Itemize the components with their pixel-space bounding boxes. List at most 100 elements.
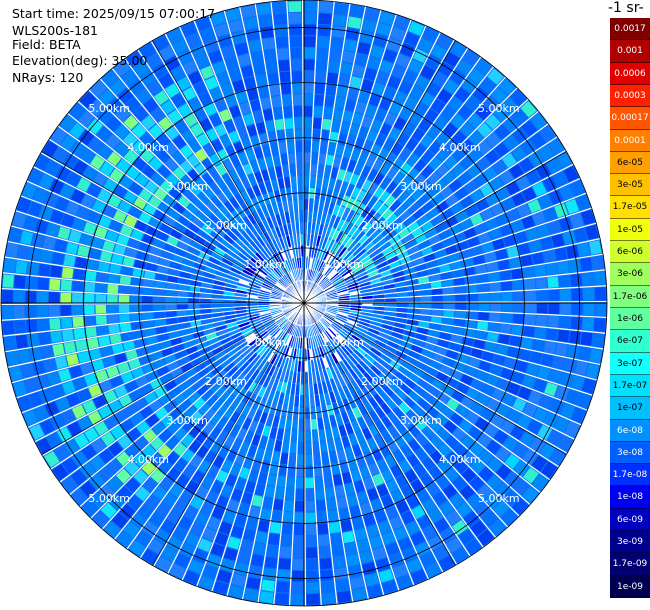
ppi-gate-cell bbox=[436, 148, 451, 162]
ppi-gate-cell bbox=[319, 141, 328, 154]
ppi-gate-cell bbox=[503, 234, 517, 247]
ppi-gate-cell bbox=[167, 536, 183, 552]
ppi-gate-cell bbox=[443, 420, 458, 434]
ppi-gate-cell bbox=[471, 402, 485, 415]
ppi-gate-cell bbox=[179, 399, 192, 412]
colorbar-tick-label: 3e-07 bbox=[617, 358, 643, 369]
ray-gap bbox=[303, 302, 531, 506]
ray-gap bbox=[303, 3, 351, 304]
ppi-gate-cell bbox=[359, 375, 370, 387]
ppi-gate-cell bbox=[180, 328, 192, 336]
ppi-gate-cell bbox=[323, 264, 331, 275]
ppi-gate-cell bbox=[114, 409, 129, 423]
ppi-gate-cell bbox=[459, 484, 475, 500]
ppi-gate-cell bbox=[380, 328, 392, 336]
ppi-gate-cell bbox=[417, 514, 432, 530]
ppi-gate-cell bbox=[225, 145, 237, 158]
ppi-gate-cell bbox=[158, 429, 173, 443]
ppi-gate-cell bbox=[560, 289, 571, 301]
ppi-gate-cell bbox=[456, 353, 470, 364]
ppi-gate-cell bbox=[394, 91, 408, 105]
ppi-gate-cell bbox=[532, 211, 546, 226]
ppi-gate-cell bbox=[546, 157, 562, 174]
ppi-gate-cell bbox=[213, 580, 229, 595]
ppi-gate-cell bbox=[231, 488, 243, 502]
ray-gap bbox=[20, 195, 305, 304]
ppi-gate-cell bbox=[366, 266, 378, 274]
ppi-gate-cell bbox=[148, 124, 163, 139]
ppi-gate-cell bbox=[226, 449, 238, 462]
ppi-gate-cell bbox=[381, 274, 393, 282]
ppi-gate-cell bbox=[227, 536, 241, 550]
ppi-gate-cell bbox=[395, 53, 411, 68]
ppi-gate-cell bbox=[256, 3, 271, 16]
ppi-gate-cell bbox=[94, 421, 109, 436]
ppi-gate-cell bbox=[495, 249, 508, 260]
colorbar-cell: 6e-09 bbox=[610, 508, 650, 532]
ppi-gate-cell bbox=[376, 237, 388, 248]
ppi-gate-cell bbox=[430, 316, 442, 324]
ppi-gate-cell bbox=[103, 356, 116, 368]
ray-gap bbox=[257, 302, 305, 603]
ppi-gate-cell bbox=[177, 310, 189, 317]
ppi-gate-cell bbox=[441, 324, 453, 333]
ppi-gate-cell bbox=[245, 149, 256, 162]
ppi-gate-cell bbox=[253, 542, 266, 556]
ppi-gate-cell bbox=[113, 210, 127, 223]
ppi-gate-cell bbox=[315, 335, 321, 347]
ppi-gate-cell bbox=[358, 219, 369, 230]
colorbar-cell: 0.0017 bbox=[610, 18, 650, 41]
ppi-gate-cell bbox=[207, 465, 220, 479]
ppi-gate-cell bbox=[177, 356, 190, 366]
ppi-gate-cell bbox=[327, 510, 339, 522]
ppi-gate-cell bbox=[210, 440, 223, 454]
ppi-gate-cell bbox=[443, 357, 456, 368]
ppi-gate-cell bbox=[422, 525, 438, 540]
ppi-gate-cell bbox=[308, 246, 313, 257]
ppi-gate-cell bbox=[205, 128, 218, 142]
ppi-gate-cell bbox=[172, 202, 186, 214]
ppi-gate-cell bbox=[320, 279, 329, 288]
ppi-gate-cell bbox=[351, 381, 361, 393]
ppi-gate-cell bbox=[404, 469, 418, 483]
ppi-gate-cell bbox=[169, 188, 182, 201]
ppi-gate-cell bbox=[147, 254, 160, 264]
ppi-gate-cell bbox=[489, 364, 503, 376]
ppi-gate-cell bbox=[520, 139, 537, 155]
ppi-gate-cell bbox=[188, 246, 200, 256]
ppi-gate-cell bbox=[89, 473, 105, 490]
ppi-gate-cell bbox=[333, 278, 344, 286]
start-time-label: Start time: 2025/09/15 07:00:17 bbox=[12, 6, 216, 21]
azimuth-spoke bbox=[152, 302, 305, 566]
ray-gap bbox=[303, 302, 607, 319]
ppi-gate-cell bbox=[271, 379, 279, 391]
ppi-gate-cell bbox=[236, 315, 248, 321]
ppi-gate-cell bbox=[72, 305, 83, 316]
ppi-gate-cell bbox=[235, 90, 248, 104]
ppi-gate-cell bbox=[304, 396, 310, 407]
ppi-gate-cell bbox=[13, 290, 25, 303]
ray-gap bbox=[69, 302, 305, 496]
ppi-gate-cell bbox=[157, 333, 169, 342]
ppi-gate-cell bbox=[342, 386, 352, 398]
ppi-gate-cell bbox=[423, 253, 436, 263]
ppi-gate-cell bbox=[310, 234, 315, 246]
ppi-gate-cell bbox=[375, 133, 387, 147]
ppi-gate-cell bbox=[323, 107, 333, 119]
ppi-gate-cell bbox=[94, 226, 108, 239]
ppi-gate-cell bbox=[293, 360, 298, 372]
ppi-gate-cell bbox=[387, 255, 399, 265]
ppi-gate-cell bbox=[70, 469, 87, 486]
ppi-gate-cell bbox=[40, 250, 53, 263]
ppi-gate-cell bbox=[239, 442, 250, 455]
ppi-gate-cell bbox=[312, 129, 321, 141]
ppi-gate-cell bbox=[583, 303, 595, 316]
ppi-gate-cell bbox=[319, 546, 331, 558]
ppi-gate-cell bbox=[415, 361, 428, 372]
ppi-gate-cell bbox=[455, 404, 470, 418]
ppi-gate-cell bbox=[557, 435, 573, 452]
ppi-gate-cell bbox=[495, 213, 509, 226]
ppi-gate-cell bbox=[406, 153, 420, 167]
ppi-gate-cell bbox=[304, 36, 316, 47]
ppi-gate-cell bbox=[231, 438, 243, 451]
